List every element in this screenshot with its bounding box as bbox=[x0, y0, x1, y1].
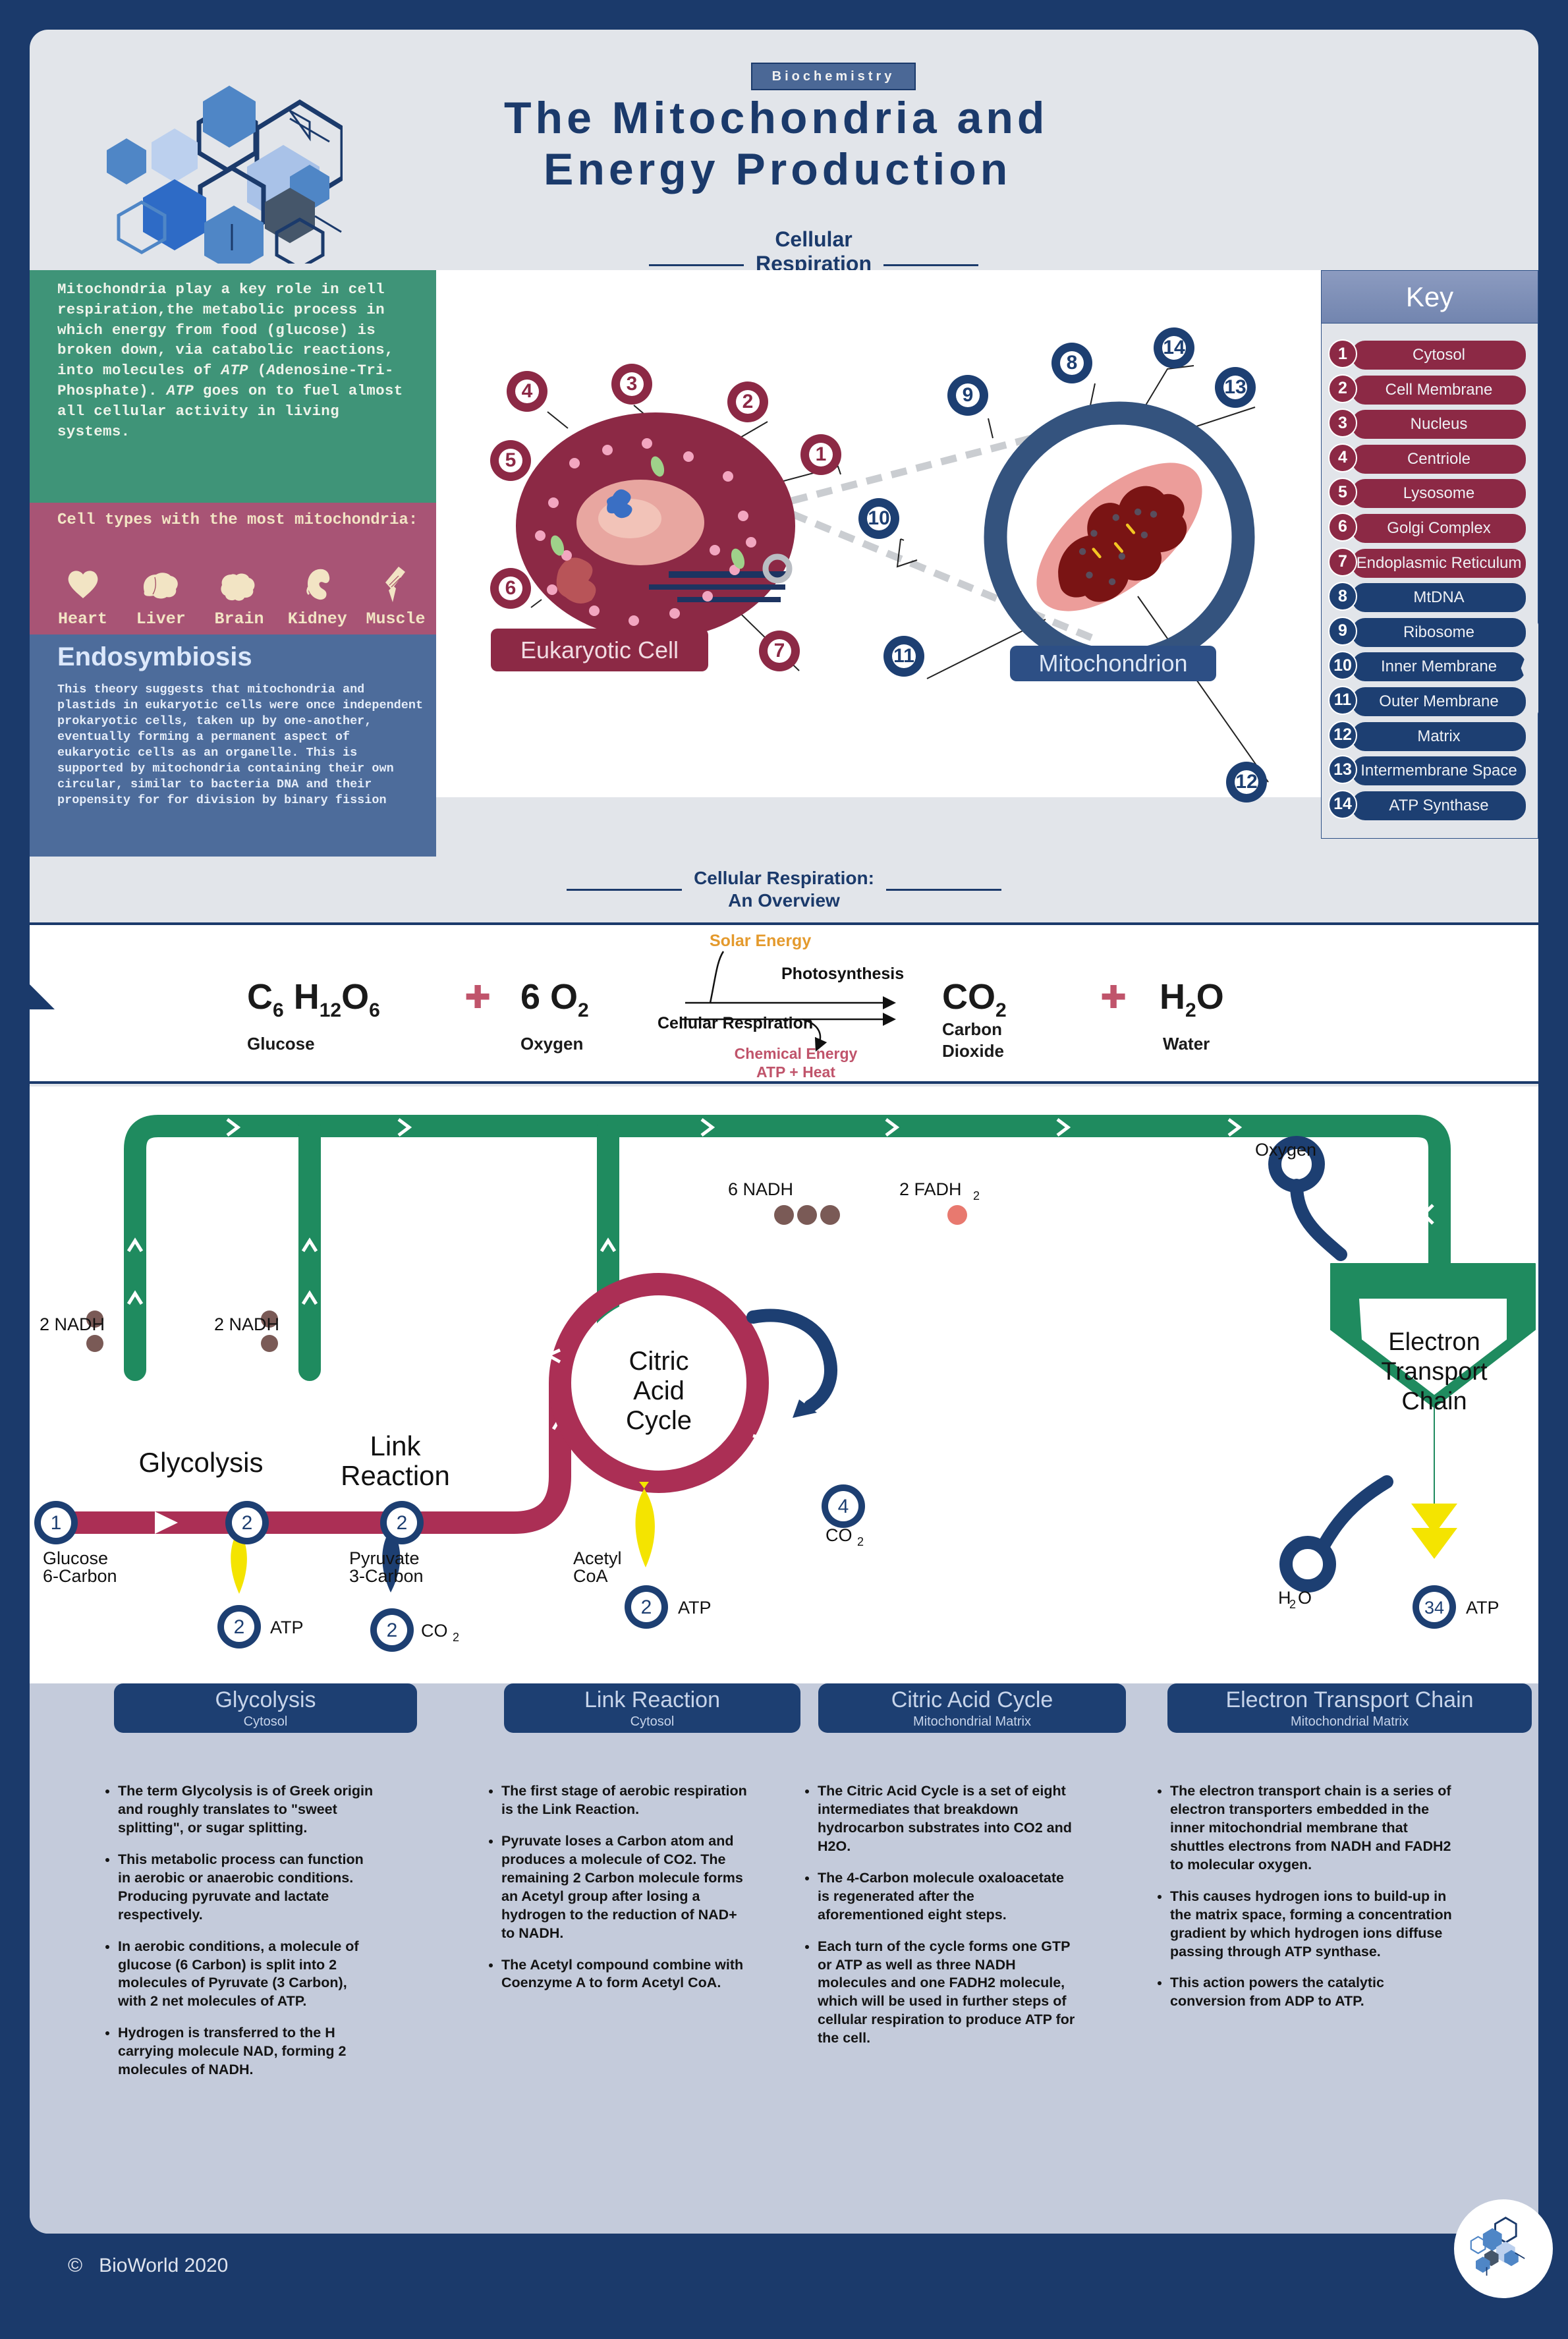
svg-text:6 NADH: 6 NADH bbox=[728, 1179, 793, 1199]
svg-text:Acid: Acid bbox=[633, 1376, 685, 1405]
svg-text:Link: Link bbox=[370, 1430, 421, 1461]
svg-text:Electron: Electron bbox=[1388, 1328, 1480, 1356]
svg-text:2: 2 bbox=[641, 1596, 652, 1618]
svg-text:2 NADH: 2 NADH bbox=[40, 1314, 105, 1334]
svg-text:Oxygen: Oxygen bbox=[1255, 1140, 1316, 1160]
svg-text:Pyruvate: Pyruvate bbox=[349, 1548, 420, 1568]
svg-text:6-Carbon: 6-Carbon bbox=[43, 1566, 117, 1586]
svg-text:2 FADH: 2 FADH bbox=[899, 1179, 962, 1199]
svg-text:Chain: Chain bbox=[1401, 1388, 1467, 1415]
svg-text:O: O bbox=[1298, 1588, 1312, 1608]
svg-text:2: 2 bbox=[973, 1189, 980, 1202]
svg-text:2: 2 bbox=[1289, 1598, 1296, 1611]
svg-text:Glucose: Glucose bbox=[43, 1548, 108, 1568]
svg-text:CO: CO bbox=[421, 1621, 448, 1641]
svg-text:ATP: ATP bbox=[678, 1598, 712, 1618]
svg-text:2: 2 bbox=[397, 1512, 408, 1534]
svg-text:34: 34 bbox=[1424, 1598, 1444, 1618]
svg-text:Transport: Transport bbox=[1381, 1358, 1488, 1386]
svg-text:4: 4 bbox=[838, 1496, 849, 1517]
svg-text:2: 2 bbox=[242, 1512, 253, 1534]
svg-text:Glycolysis: Glycolysis bbox=[138, 1447, 263, 1478]
svg-text:ATP: ATP bbox=[1466, 1598, 1499, 1618]
svg-text:2: 2 bbox=[453, 1631, 459, 1644]
svg-text:2: 2 bbox=[857, 1535, 864, 1548]
svg-text:CoA: CoA bbox=[573, 1566, 608, 1586]
svg-text:Reaction: Reaction bbox=[341, 1460, 450, 1491]
svg-text:2: 2 bbox=[234, 1616, 245, 1638]
svg-text:1: 1 bbox=[51, 1512, 62, 1534]
svg-text:Cycle: Cycle bbox=[626, 1406, 692, 1435]
svg-text:CO: CO bbox=[826, 1525, 853, 1545]
svg-text:2 NADH: 2 NADH bbox=[214, 1314, 279, 1334]
svg-text:2: 2 bbox=[387, 1620, 398, 1641]
svg-text:Citric: Citric bbox=[629, 1347, 688, 1376]
svg-text:ATP: ATP bbox=[270, 1618, 304, 1637]
svg-text:Acetyl: Acetyl bbox=[573, 1548, 622, 1568]
svg-text:3-Carbon: 3-Carbon bbox=[349, 1566, 424, 1586]
